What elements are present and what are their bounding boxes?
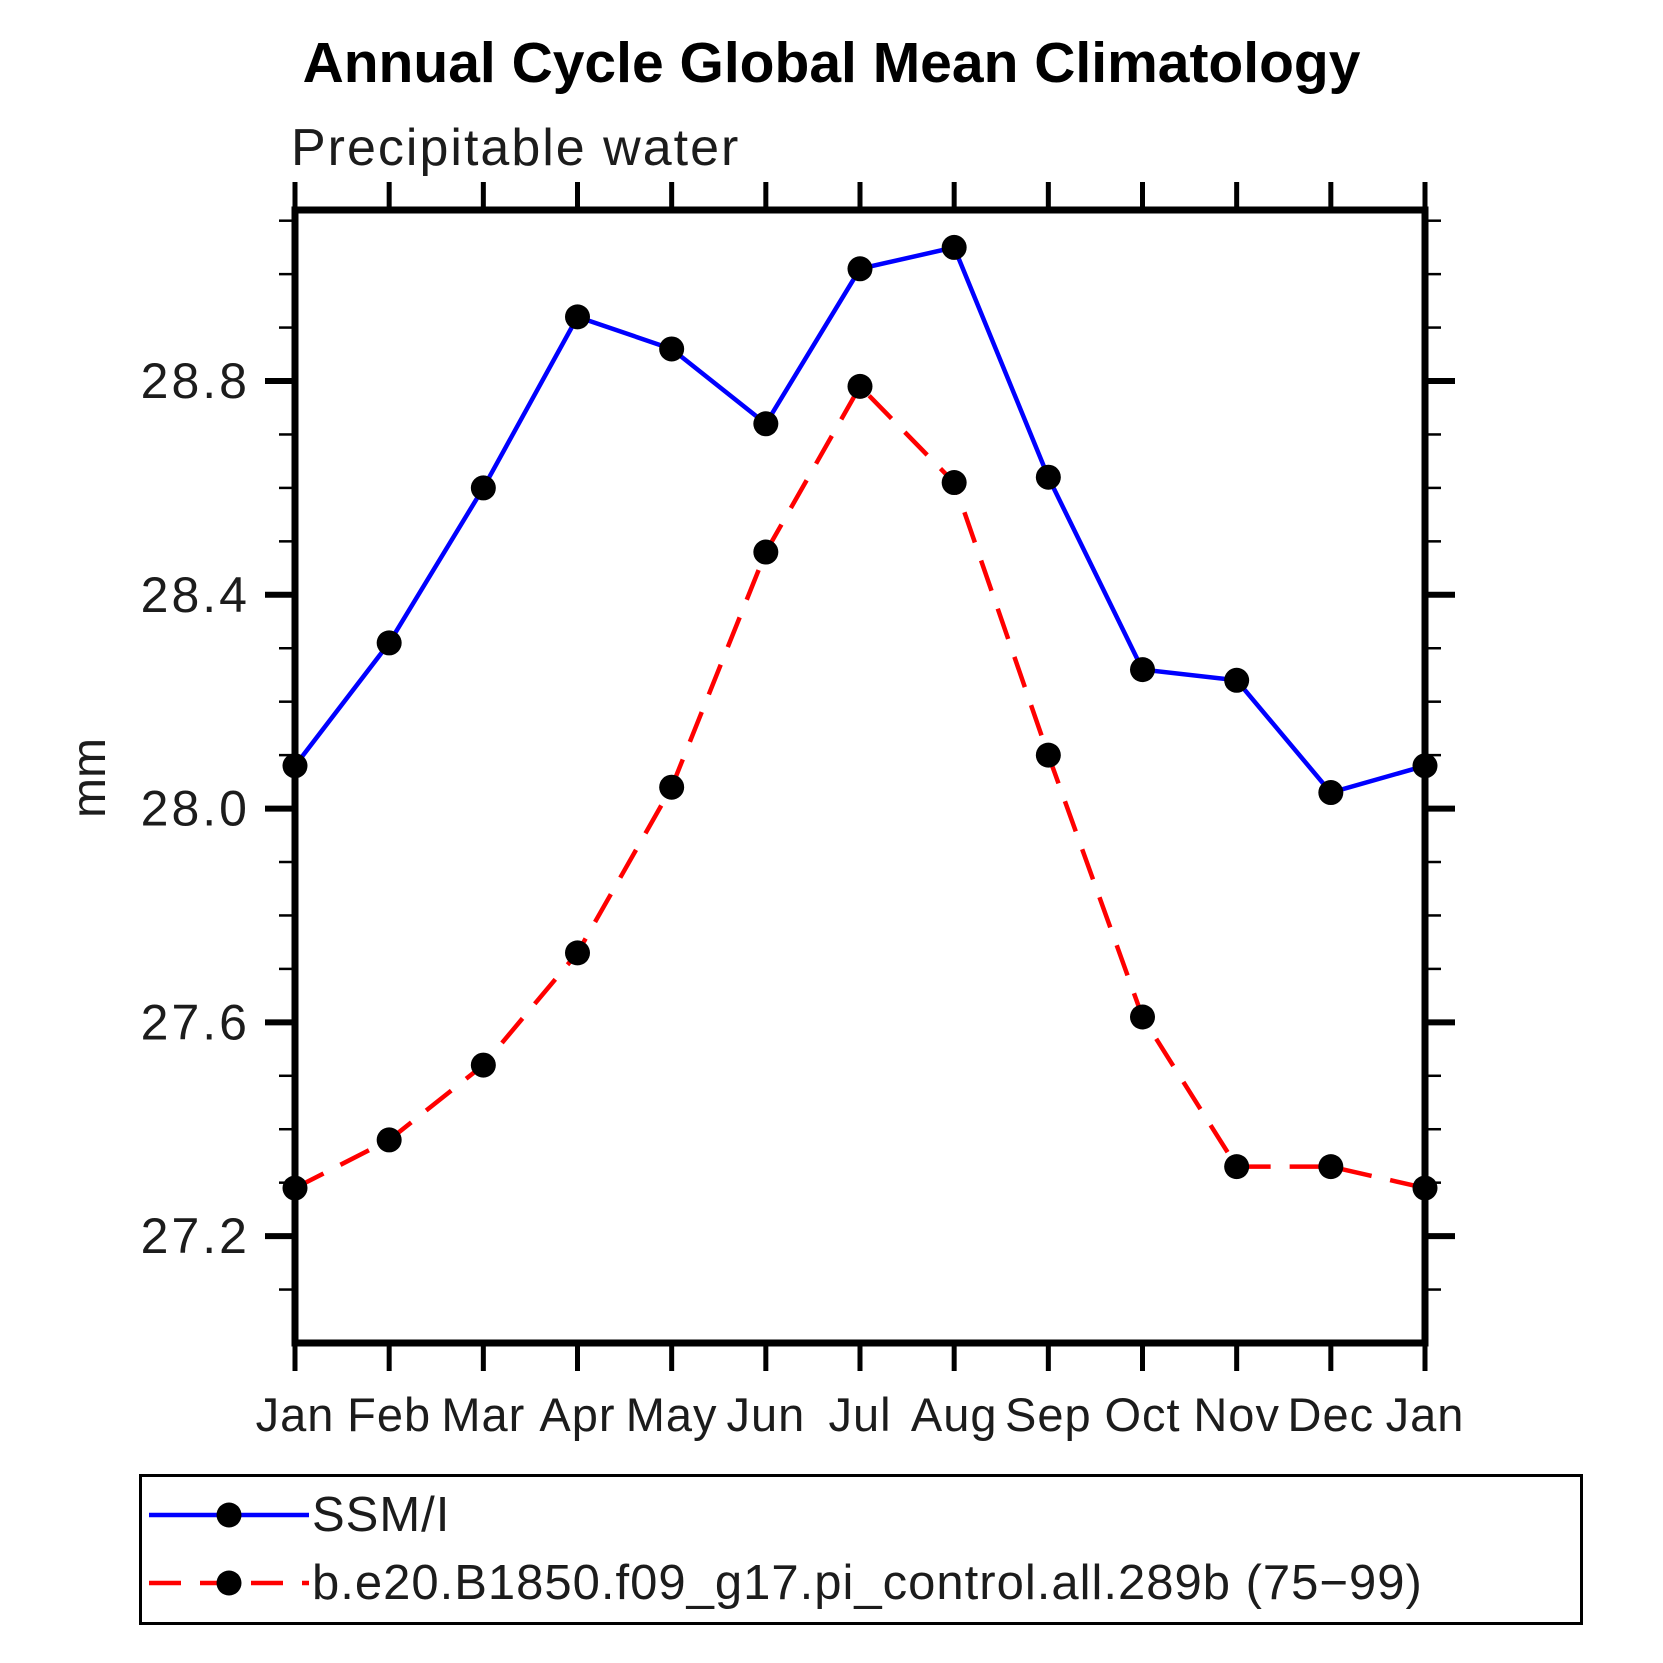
series-marker-0: [470, 475, 496, 501]
x-axis-month-label: May: [626, 1388, 718, 1441]
x-axis-month-label: Aug: [911, 1388, 998, 1441]
series-marker-1: [1224, 1154, 1250, 1180]
x-axis-month-label: Jan: [256, 1388, 335, 1441]
y-axis-title: mm: [63, 738, 116, 818]
series-marker-1: [1412, 1175, 1438, 1201]
chart-title: Annual Cycle Global Mean Climatology: [302, 31, 1361, 95]
series-line-1: [293, 382, 1426, 1191]
series-marker-1: [376, 1127, 402, 1153]
series-marker-1: [565, 940, 590, 966]
series-marker-0: [847, 256, 873, 282]
legend-label-model: b.e20.B1850.f09_g17.pi_control.all.289b …: [312, 1555, 1423, 1610]
legend-item-ssmi: SSM/I: [146, 1490, 450, 1540]
series-marker-1: [659, 774, 685, 800]
y-axis-tick-label: 28.4: [141, 567, 250, 623]
legend-label-ssmi: SSM/I: [312, 1487, 451, 1542]
series-marker-1: [1130, 1004, 1155, 1030]
legend-swatch-model: [149, 1570, 309, 1596]
x-axis-month-label: Apr: [539, 1388, 615, 1441]
series-marker-0: [1318, 780, 1344, 806]
series-marker-1: [1318, 1154, 1344, 1180]
series-marker-0: [282, 753, 308, 779]
x-axis-month-label: Dec: [1288, 1388, 1375, 1441]
series-marker-1: [1035, 742, 1061, 768]
y-axis-tick-label: 27.2: [141, 1208, 250, 1264]
series-marker-1: [753, 539, 779, 565]
x-axis-month-label: Feb: [347, 1388, 431, 1441]
legend-item-model: b.e20.B1850.f09_g17.pi_control.all.289b …: [146, 1558, 1423, 1608]
x-axis-month-label: Jul: [828, 1388, 891, 1441]
series-marker-0: [565, 304, 590, 330]
series-marker-0: [753, 411, 779, 437]
series-marker-0: [659, 336, 685, 362]
series-marker-0: [1035, 464, 1061, 490]
series-marker-0: [1130, 657, 1155, 683]
legend-swatch-ssmi: [149, 1502, 309, 1528]
series-marker-0: [1224, 667, 1250, 693]
series-marker-0: [941, 234, 967, 260]
y-axis-tick-label: 28.0: [141, 781, 250, 837]
series-line-0: [293, 244, 1426, 796]
x-axis-month-label: Mar: [441, 1388, 525, 1441]
y-axis-tick-label: 28.8: [141, 353, 250, 409]
series-marker-0: [376, 630, 402, 656]
x-axis-month-label: Sep: [1005, 1388, 1092, 1441]
series-marker-1: [847, 373, 873, 399]
series-marker-1: [470, 1052, 496, 1078]
legend-marker-dot: [216, 1570, 242, 1596]
y-axis-tick-label: 27.6: [141, 994, 250, 1050]
series-marker-1: [282, 1175, 308, 1201]
x-axis-month-label: Nov: [1193, 1388, 1280, 1441]
series-marker-1: [941, 470, 967, 496]
chart-subtitle: Precipitable water: [291, 119, 741, 177]
x-axis-month-label: Jun: [726, 1388, 805, 1441]
legend-box: SSM/I b.e20.B1850.f09_g17.pi_control.all…: [139, 1474, 1583, 1625]
series-marker-0: [1412, 753, 1438, 779]
legend-marker-dot: [216, 1502, 242, 1528]
x-axis-month-label: Oct: [1104, 1388, 1180, 1441]
x-axis-month-label: Jan: [1386, 1388, 1465, 1441]
